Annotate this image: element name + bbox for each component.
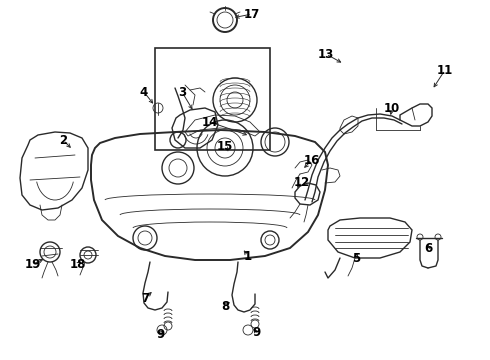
Text: 13: 13 xyxy=(318,48,334,60)
Text: 16: 16 xyxy=(304,153,320,166)
Text: 2: 2 xyxy=(59,134,67,147)
Text: 12: 12 xyxy=(294,175,310,189)
Bar xyxy=(155,48,270,150)
Text: 6: 6 xyxy=(424,242,432,255)
Text: 18: 18 xyxy=(70,257,86,270)
Text: 5: 5 xyxy=(352,252,360,265)
Text: 11: 11 xyxy=(437,63,453,77)
Text: 8: 8 xyxy=(221,300,229,312)
Text: 17: 17 xyxy=(244,8,260,21)
Text: 14: 14 xyxy=(202,116,218,129)
Text: 1: 1 xyxy=(244,249,252,262)
Text: 7: 7 xyxy=(141,292,149,305)
Text: 4: 4 xyxy=(140,85,148,99)
Text: 15: 15 xyxy=(217,139,233,153)
Text: 3: 3 xyxy=(178,85,186,99)
Text: 19: 19 xyxy=(25,257,41,270)
Text: 9: 9 xyxy=(156,328,164,341)
Text: 10: 10 xyxy=(384,102,400,114)
Text: 9: 9 xyxy=(252,325,260,338)
